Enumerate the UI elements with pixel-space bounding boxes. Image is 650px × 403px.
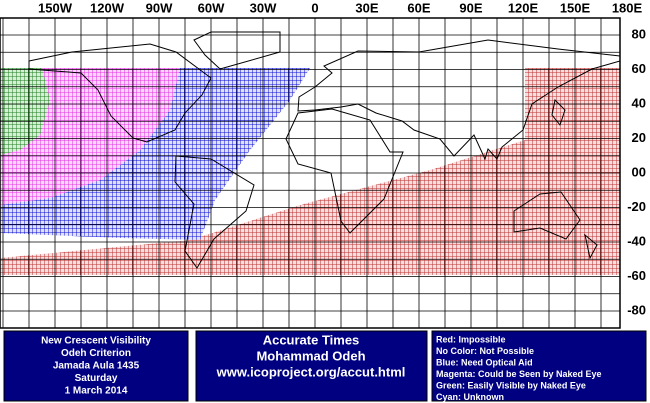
longitude-label: 150E	[560, 0, 591, 15]
longitude-label: 60E	[407, 0, 430, 15]
author-box	[195, 330, 428, 402]
longitude-label: 30E	[355, 0, 378, 15]
info-line: No Color: Not Possible	[436, 346, 534, 356]
longitude-label: 0	[311, 0, 318, 15]
info-line: Accurate Times	[263, 332, 360, 347]
info-line: Odeh Criterion	[61, 348, 131, 359]
info-line: Green: Easily Visible by Naked Eye	[436, 380, 586, 390]
latitude-label: 60	[632, 61, 646, 76]
legend-text: Red: Impossible No Color: Not PossibleBlu…	[436, 334, 602, 402]
info-line: Jamada Aula 1435	[53, 361, 140, 372]
easily-visible-region	[0, 68, 50, 155]
latitude-label: 00	[632, 164, 646, 179]
latitude-label: -60	[627, 268, 646, 283]
longitude-label: 90W	[146, 0, 173, 15]
info-line: 1 March 2014	[65, 386, 128, 397]
latitude-label: 80	[632, 26, 646, 41]
title-box	[3, 330, 189, 402]
latitude-label: 40	[632, 95, 646, 110]
map-frame	[0, 17, 621, 329]
info-line: Mohammad Odeh	[256, 348, 365, 363]
latitude-label: -20	[627, 199, 646, 214]
info-line: Saturday	[75, 373, 118, 384]
latitude-label: -80	[627, 302, 646, 317]
info-line: Cyan: Unknown	[436, 392, 504, 402]
info-line: Red: Impossible	[436, 334, 506, 344]
longitude-label: 180E	[612, 0, 643, 15]
graticule	[0, 18, 620, 328]
longitude-label: 30W	[250, 0, 277, 15]
longitude-label: 60W	[198, 0, 225, 15]
legend-box	[431, 330, 647, 402]
info-line: www.icoproject.org/accut.html	[216, 364, 406, 379]
longitude-label: 120E	[508, 0, 539, 15]
latitude-label: -40	[627, 233, 646, 248]
info-line: New Crescent Visibility	[41, 336, 151, 347]
longitude-labels: 150W 120W 90W 60W 30W 0 30E 60E 90E 120E 150E 180E	[38, 0, 642, 15]
impossible-region	[0, 68, 620, 275]
map-area	[0, 18, 620, 328]
info-line: Blue: Need Optical Aid	[436, 357, 533, 367]
longitude-label: 150W	[38, 0, 73, 15]
info-line: Magenta: Could be Seen by Naked Eye	[436, 369, 602, 379]
longitude-label: 90E	[459, 0, 482, 15]
longitude-label: 120W	[90, 0, 125, 15]
latitude-labels: 80 60 40 20 00 -20 -40 -60 -80	[627, 26, 646, 317]
latitude-label: 20	[632, 130, 646, 145]
